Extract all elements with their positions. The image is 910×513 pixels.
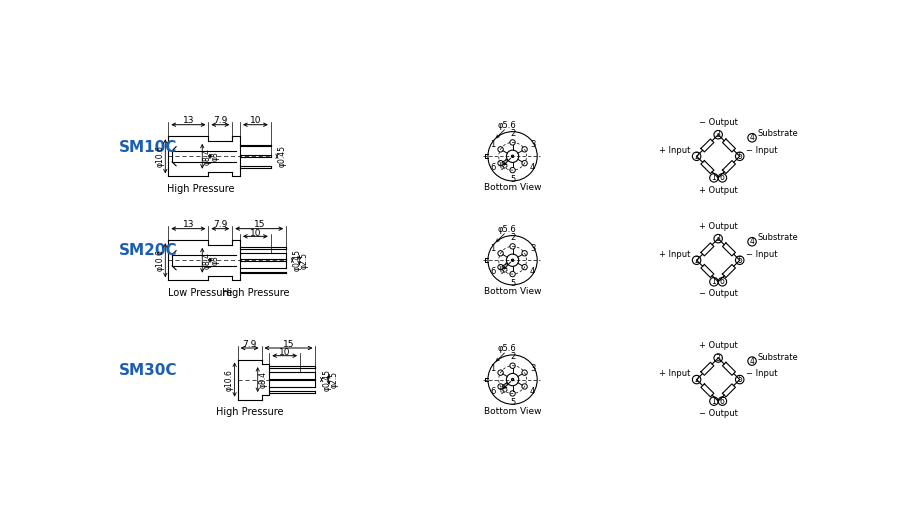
Text: + Output: + Output [699, 222, 737, 231]
Text: φ0.45: φ0.45 [322, 368, 331, 390]
Text: 2: 2 [510, 232, 515, 242]
Text: φ10.6: φ10.6 [156, 145, 165, 167]
Text: φ0.45: φ0.45 [278, 145, 287, 167]
Text: 5: 5 [510, 398, 515, 407]
Text: 2: 2 [510, 352, 515, 361]
Text: φ8.4: φ8.4 [203, 252, 212, 269]
Text: − Output: − Output [699, 409, 738, 418]
Text: 4: 4 [750, 133, 754, 142]
Text: 1: 1 [712, 397, 716, 406]
Text: 5: 5 [737, 255, 743, 265]
Circle shape [511, 259, 514, 262]
Text: − Input: − Input [745, 249, 777, 259]
Text: 1: 1 [490, 244, 495, 253]
Text: 15: 15 [283, 340, 294, 349]
Text: 2: 2 [694, 255, 699, 265]
Text: 45°: 45° [498, 380, 513, 396]
Text: SM20C: SM20C [119, 244, 177, 259]
Text: 4: 4 [750, 357, 754, 366]
Text: Substrate: Substrate [758, 233, 799, 242]
Text: High Pressure: High Pressure [167, 184, 234, 194]
Text: 3: 3 [530, 244, 535, 253]
Text: High Pressure: High Pressure [222, 288, 289, 298]
Text: φ3: φ3 [211, 151, 219, 161]
Text: φ0.45: φ0.45 [293, 249, 302, 271]
Text: 3: 3 [716, 234, 721, 243]
Text: 10: 10 [249, 116, 261, 125]
Text: 7.9: 7.9 [213, 116, 228, 125]
Text: 6: 6 [490, 387, 495, 396]
Text: 13: 13 [183, 220, 194, 229]
Text: Low Pressure: Low Pressure [168, 288, 232, 298]
Text: 3: 3 [716, 353, 721, 363]
Text: φ5.6: φ5.6 [497, 121, 516, 130]
Text: High Pressure: High Pressure [216, 407, 283, 417]
Text: 5: 5 [510, 175, 515, 184]
Text: Substrate: Substrate [758, 353, 799, 362]
Text: 3: 3 [530, 364, 535, 372]
Text: 6: 6 [490, 267, 495, 277]
Text: 6: 6 [490, 163, 495, 172]
Text: φ5.6: φ5.6 [497, 344, 516, 353]
Text: φ10.6: φ10.6 [225, 369, 234, 390]
Text: − Output: − Output [699, 118, 738, 127]
Text: − Output: − Output [699, 289, 738, 299]
Text: 3: 3 [530, 140, 535, 149]
Text: 13: 13 [183, 116, 194, 125]
Text: − Input: − Input [745, 369, 777, 378]
Text: 5: 5 [737, 152, 743, 161]
Text: − Input: − Input [745, 146, 777, 154]
Text: 1: 1 [490, 140, 495, 149]
Text: Bottom View: Bottom View [484, 407, 541, 416]
Text: φ3: φ3 [211, 255, 219, 265]
Text: φ2.5: φ2.5 [300, 252, 309, 269]
Text: + Input: + Input [660, 146, 691, 154]
Text: 4: 4 [530, 163, 535, 172]
Text: 2: 2 [694, 152, 699, 161]
Text: 10: 10 [249, 229, 261, 238]
Text: 4: 4 [530, 387, 535, 396]
Text: + Output: + Output [699, 341, 737, 350]
Text: + Input: + Input [660, 369, 691, 378]
Text: φ5.6: φ5.6 [497, 225, 516, 234]
Text: 5: 5 [510, 279, 515, 288]
Text: 7.9: 7.9 [213, 220, 228, 229]
Text: 1: 1 [712, 278, 716, 286]
Text: 15: 15 [254, 220, 265, 229]
Text: 1: 1 [712, 173, 716, 182]
Circle shape [511, 379, 514, 381]
Text: 6: 6 [720, 397, 725, 406]
Circle shape [511, 155, 514, 157]
Text: Substrate: Substrate [758, 129, 799, 139]
Text: 3: 3 [716, 130, 721, 139]
Text: + Output: + Output [699, 186, 737, 194]
Text: Bottom View: Bottom View [484, 287, 541, 297]
Text: 2: 2 [694, 375, 699, 384]
Text: φ10.6: φ10.6 [156, 249, 165, 271]
Text: + Input: + Input [660, 249, 691, 259]
Text: 2: 2 [510, 129, 515, 137]
Text: φ8.4: φ8.4 [258, 371, 268, 388]
Text: 7.9: 7.9 [242, 340, 257, 349]
Text: SM30C: SM30C [119, 363, 177, 378]
Text: 45°: 45° [498, 157, 513, 173]
Text: 5: 5 [737, 375, 743, 384]
Text: 6: 6 [720, 278, 725, 286]
Text: 6: 6 [720, 173, 725, 182]
Text: 1: 1 [490, 364, 495, 372]
Text: 45°: 45° [498, 261, 513, 277]
Text: φ8.4: φ8.4 [203, 148, 212, 165]
Text: 10: 10 [278, 348, 290, 357]
Text: 4: 4 [530, 267, 535, 277]
Text: 4: 4 [750, 237, 754, 246]
Text: Bottom View: Bottom View [484, 183, 541, 192]
Text: φ2.5: φ2.5 [329, 371, 339, 388]
Text: SM10C: SM10C [119, 140, 177, 154]
